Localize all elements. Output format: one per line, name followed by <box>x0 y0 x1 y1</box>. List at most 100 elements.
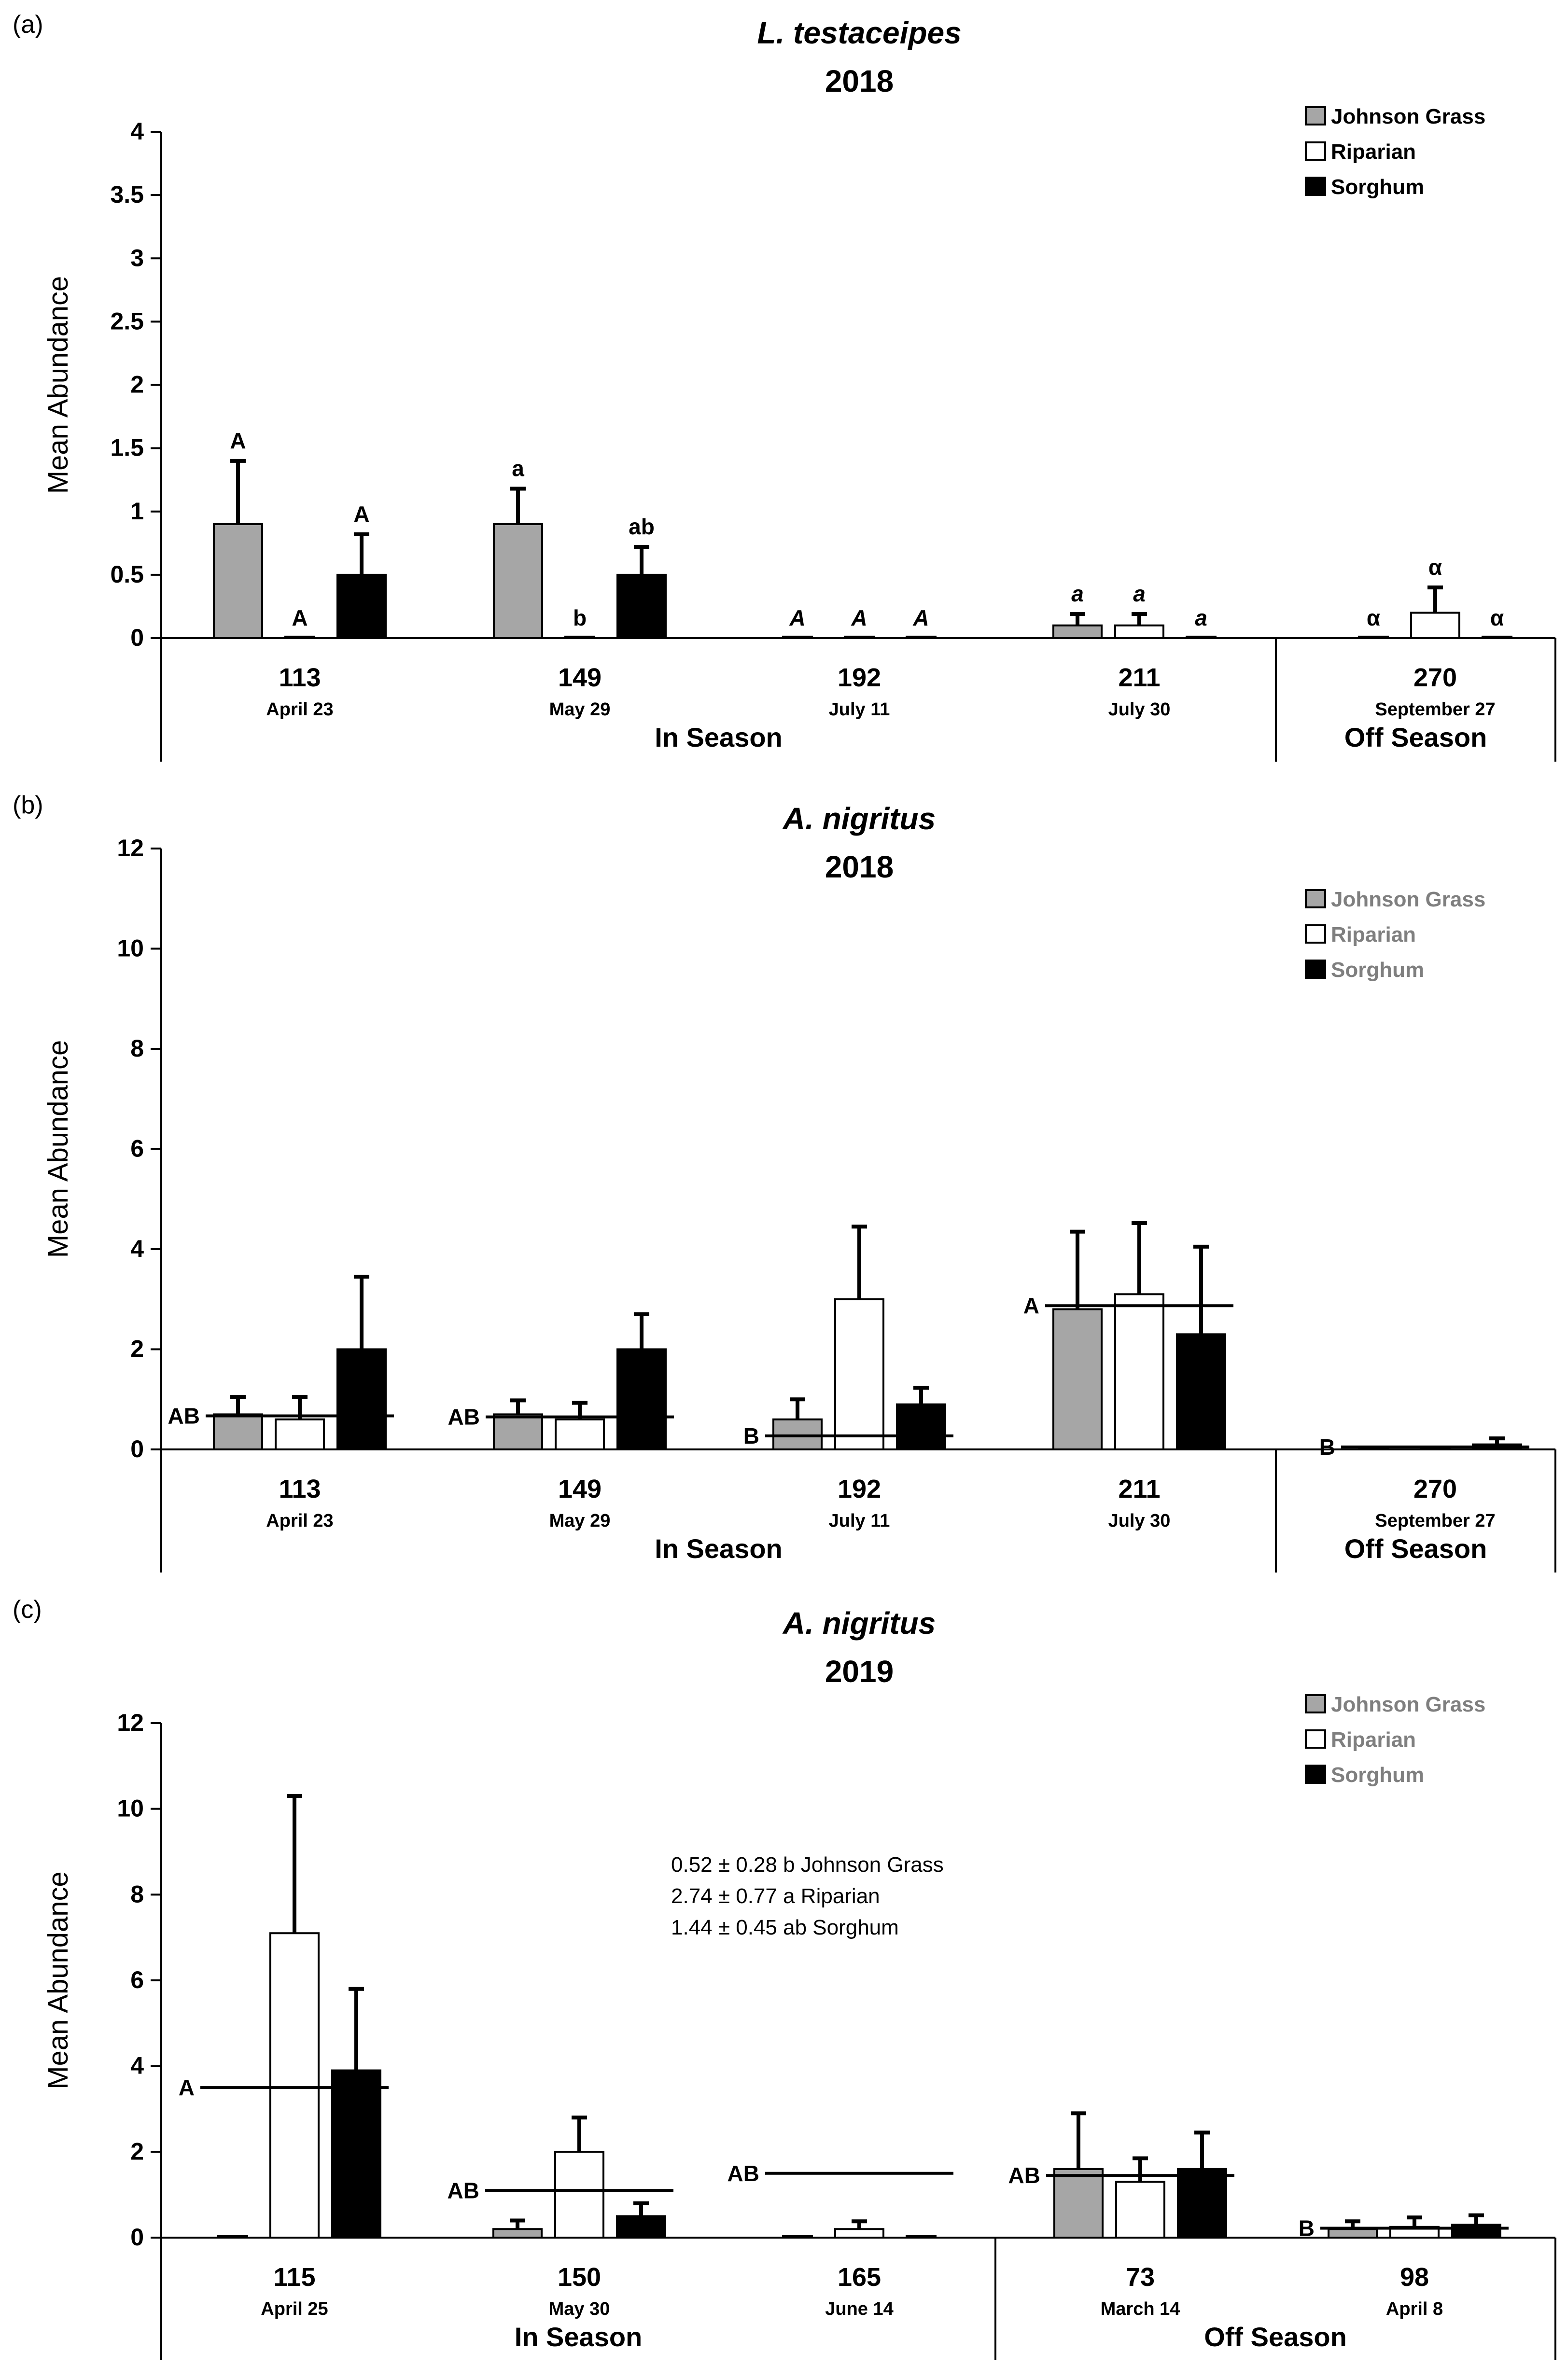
bar <box>275 1418 325 1450</box>
bar <box>1451 2224 1501 2239</box>
legend-label: Johnson Grass <box>1331 105 1485 128</box>
bar <box>1114 1293 1164 1450</box>
bar <box>1052 624 1103 640</box>
y-tick-label: 12 <box>117 1709 144 1736</box>
x-category-date: July 30 <box>1108 1511 1171 1531</box>
bar <box>213 523 263 639</box>
x-category-date: April 23 <box>266 1511 333 1531</box>
significance-letter: a <box>1071 581 1084 606</box>
legend-swatch <box>1305 1765 1326 1784</box>
x-category-date: July 11 <box>829 1511 890 1531</box>
x-category-date: June 14 <box>825 2299 894 2319</box>
bar <box>554 2151 604 2239</box>
y-tick-label: 10 <box>117 1795 144 1822</box>
y-tick-label: 3 <box>130 244 144 271</box>
x-category-day: 165 <box>838 2263 881 2292</box>
x-category-day: 270 <box>1413 1475 1457 1503</box>
y-tick-label: 2 <box>130 2138 144 2165</box>
chart-title-species: L. testaceipes <box>757 15 961 50</box>
x-category-date: September 27 <box>1375 1511 1495 1531</box>
bar <box>1052 1308 1103 1450</box>
x-category-day: 270 <box>1413 663 1457 692</box>
chart-title-species: A. nigritus <box>782 1606 936 1641</box>
x-category-day: 73 <box>1126 2263 1155 2292</box>
y-tick-label: 0 <box>130 1435 144 1462</box>
bar <box>616 573 667 639</box>
group-mean-letter: A <box>179 2075 195 2100</box>
group-mean-letter: AB <box>448 1405 480 1430</box>
panel-label: (b) <box>13 791 43 819</box>
x-category-date: July 11 <box>829 699 890 720</box>
panel-label: (a) <box>13 11 43 39</box>
significance-letter: a <box>512 456 524 481</box>
bar <box>1410 612 1460 640</box>
y-axis-label: Mean Abundance <box>42 1040 74 1258</box>
y-tick-label: 6 <box>130 1135 144 1162</box>
x-category-day: 113 <box>279 663 321 692</box>
chart-panel-0: (a) L. testaceipes 2018 0 0.5 1 1.5 2 2.5 3 3.5 4 Me… <box>13 11 1556 762</box>
bar <box>1114 624 1164 640</box>
significance-letter: A <box>789 605 805 630</box>
season-group-label: Off Season <box>1344 722 1487 752</box>
x-category-date: May 29 <box>549 699 611 720</box>
bar <box>616 2215 666 2239</box>
x-category-day: 150 <box>558 2263 601 2292</box>
significance-letter: a <box>1195 605 1207 630</box>
x-category-day: 149 <box>558 663 602 692</box>
legend-swatch <box>1305 177 1326 196</box>
y-tick-label: 3.5 <box>110 181 144 208</box>
x-category-date: May 30 <box>549 2299 610 2319</box>
bar <box>834 2228 884 2239</box>
y-tick-label: 4 <box>130 2052 144 2079</box>
y-tick-label: 6 <box>130 1966 144 1993</box>
legend-label: Sorghum <box>1331 1763 1424 1787</box>
bar <box>834 1298 884 1450</box>
legend-label: Johnson Grass <box>1331 888 1485 911</box>
x-category-day: 192 <box>838 663 881 692</box>
legend-label: Johnson Grass <box>1331 1693 1485 1716</box>
x-category-date: May 29 <box>549 1511 611 1531</box>
annotation-text: 2.74 ± 0.77 a Riparian <box>671 1884 880 1908</box>
chart-title-species: A. nigritus <box>782 801 936 836</box>
y-axis-label: Mean Abundance <box>42 276 74 494</box>
group-mean-letter: B <box>1319 1434 1335 1460</box>
legend-label: Riparian <box>1331 1728 1416 1752</box>
bar <box>331 2069 381 2239</box>
season-group-label: Off Season <box>1344 1533 1487 1564</box>
y-tick-label: 12 <box>117 835 144 862</box>
significance-letter: A <box>912 605 929 630</box>
x-category-day: 113 <box>279 1475 321 1503</box>
y-tick-label: 2.5 <box>110 307 144 334</box>
y-tick-label: 1.5 <box>110 434 144 461</box>
x-category-date: September 27 <box>1375 699 1495 720</box>
x-category-date: March 14 <box>1101 2299 1180 2319</box>
x-category-day: 192 <box>838 1475 881 1503</box>
significance-letter: α <box>1428 555 1442 580</box>
bar <box>896 1403 946 1450</box>
y-tick-label: 0 <box>130 2224 144 2251</box>
bar <box>1176 1333 1226 1450</box>
legend-label: Riparian <box>1331 923 1416 946</box>
y-tick-label: 2 <box>130 1336 144 1363</box>
y-tick-label: 4 <box>130 118 144 145</box>
group-mean-letter: AB <box>728 2161 759 2186</box>
chart-title-year: 2019 <box>825 1654 894 1689</box>
significance-letter: A <box>353 501 369 527</box>
legend-label: Sorghum <box>1331 175 1424 199</box>
bar <box>1328 2228 1378 2239</box>
season-group-label: In Season <box>655 722 783 752</box>
significance-letter: ab <box>629 514 655 539</box>
significance-letter: A <box>292 605 308 630</box>
significance-letter: b <box>573 605 587 630</box>
group-mean-letter: A <box>1023 1293 1039 1318</box>
group-mean-letter: AB <box>448 2178 479 2203</box>
y-tick-label: 8 <box>130 1035 144 1062</box>
bar <box>492 2228 543 2239</box>
y-tick-label: 0 <box>130 624 144 651</box>
bar <box>555 1418 605 1450</box>
y-tick-label: 0.5 <box>110 561 144 588</box>
legend-swatch <box>1305 924 1326 944</box>
bar <box>1053 2168 1104 2239</box>
x-category-date: April 23 <box>266 699 333 720</box>
